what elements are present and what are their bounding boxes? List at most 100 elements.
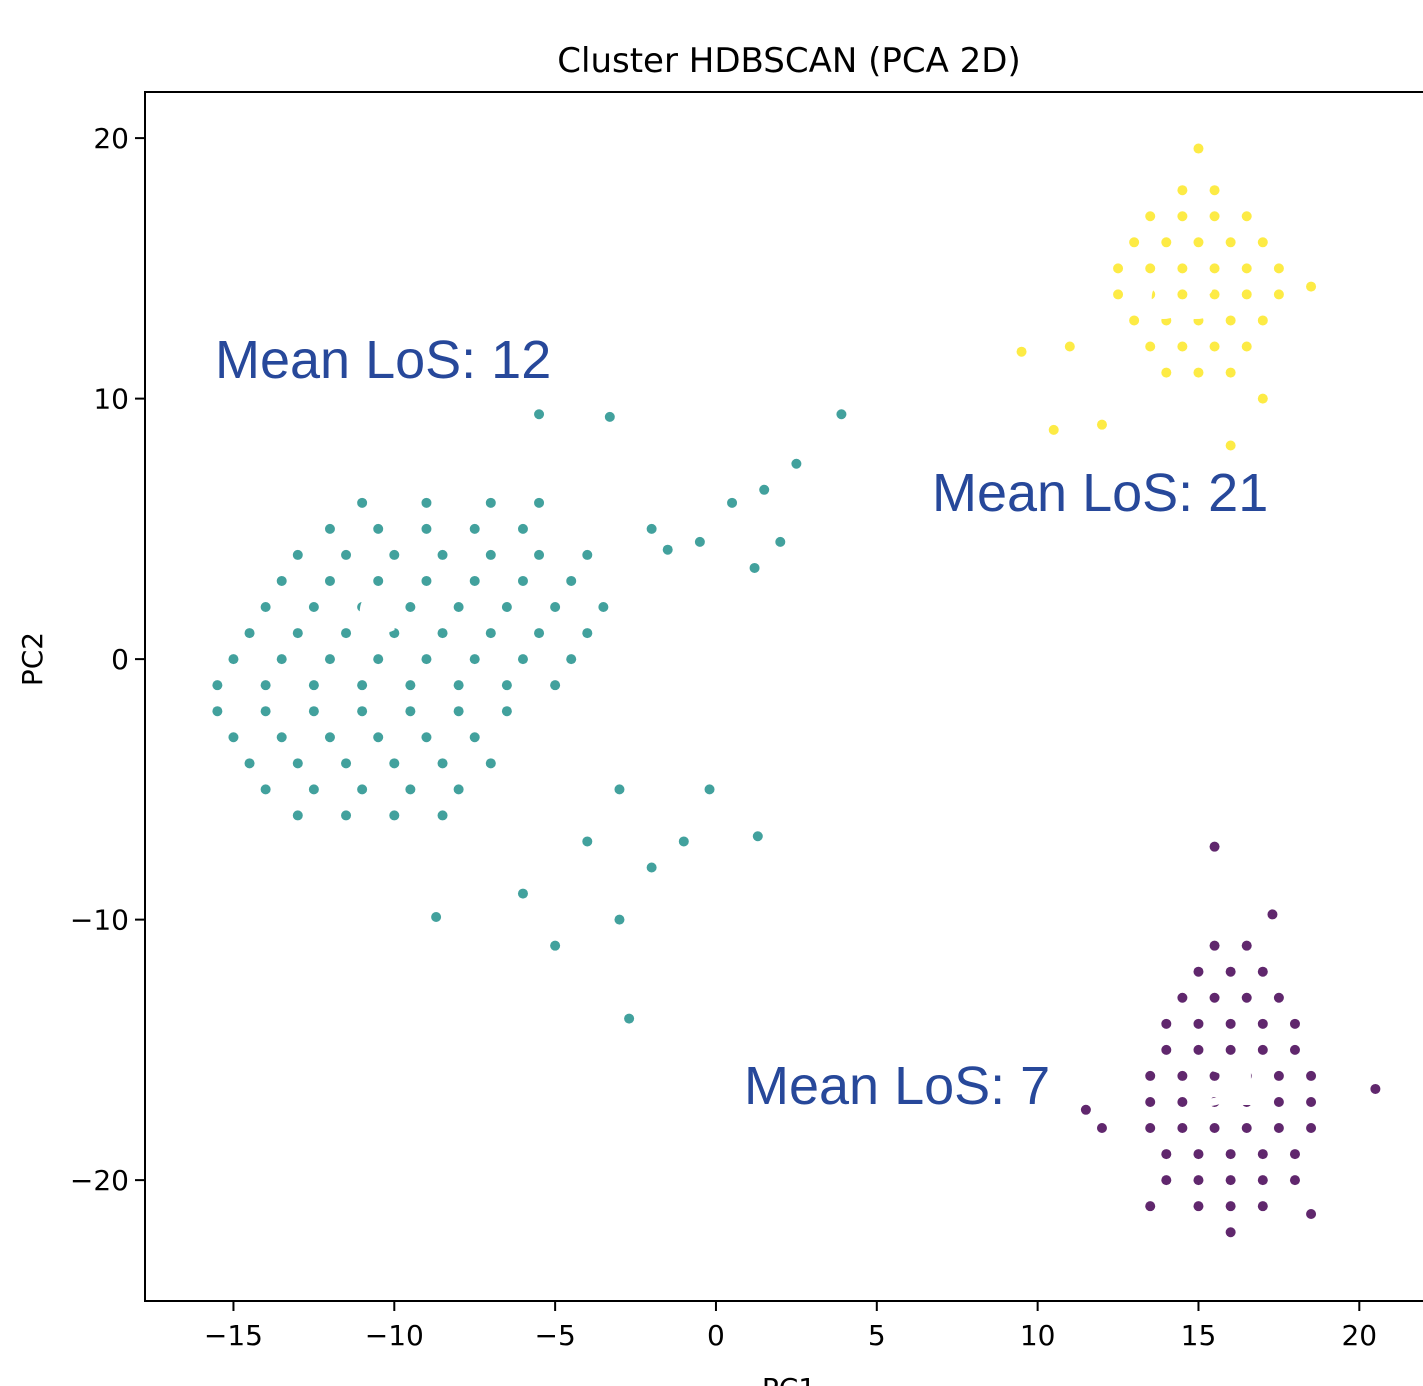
x-tick-label: 10 (1020, 1319, 1056, 1352)
point (276, 575, 287, 586)
point (1177, 289, 1188, 300)
point (389, 549, 400, 560)
point (791, 458, 802, 469)
point (1129, 237, 1140, 248)
point (260, 602, 271, 613)
point (1225, 1149, 1236, 1160)
point (437, 549, 448, 560)
point (1267, 909, 1278, 920)
cluster-label: C2 (357, 581, 437, 646)
point (292, 758, 303, 769)
point (485, 549, 496, 560)
point (1225, 1175, 1236, 1186)
point (662, 544, 673, 555)
point (582, 549, 593, 560)
point (1064, 341, 1075, 352)
x-tick-label: −15 (204, 1319, 263, 1352)
point (373, 523, 384, 534)
point (1113, 289, 1124, 300)
point (1225, 1227, 1236, 1238)
point (1161, 1018, 1172, 1029)
point (678, 836, 689, 847)
point (566, 575, 577, 586)
point (431, 912, 442, 923)
point (292, 810, 303, 821)
point (727, 497, 738, 508)
point (389, 628, 400, 639)
point (1177, 992, 1188, 1003)
annotation: Mean LoS: 7 (744, 1056, 1050, 1116)
point (1225, 1018, 1236, 1029)
point (1193, 315, 1204, 326)
point (341, 628, 352, 639)
point (260, 784, 271, 795)
point (582, 836, 593, 847)
point (1080, 1104, 1091, 1115)
cluster-label: C3 (1138, 267, 1218, 332)
annotation: Mean LoS: 21 (932, 463, 1268, 523)
point (1209, 211, 1220, 222)
point (1241, 992, 1252, 1003)
point (1209, 1096, 1220, 1107)
point (1257, 1018, 1268, 1029)
point (405, 680, 416, 691)
point (292, 549, 303, 560)
point (1145, 289, 1156, 300)
point (836, 409, 847, 420)
point (453, 706, 464, 717)
point (1177, 341, 1188, 352)
point (1225, 1201, 1236, 1212)
point (517, 888, 528, 899)
point (550, 680, 561, 691)
point (1289, 1018, 1300, 1029)
point (1225, 367, 1236, 378)
point (1193, 1018, 1204, 1029)
point (1257, 1149, 1268, 1160)
point (1161, 237, 1172, 248)
point (1370, 1083, 1381, 1094)
point (582, 628, 593, 639)
point (1209, 992, 1220, 1003)
point (469, 732, 480, 743)
point (1193, 367, 1204, 378)
point (1289, 1044, 1300, 1055)
point (598, 602, 609, 613)
point (1145, 263, 1156, 274)
point (752, 831, 763, 842)
point (550, 940, 561, 951)
point (1241, 1096, 1252, 1107)
point (260, 706, 271, 717)
point (357, 602, 368, 613)
point (373, 654, 384, 665)
point (453, 784, 464, 795)
point (517, 523, 528, 534)
point (1209, 185, 1220, 196)
point (485, 628, 496, 639)
point (421, 575, 432, 586)
point (308, 706, 319, 717)
point (614, 914, 625, 925)
point (1257, 393, 1268, 404)
x-tick-label: 20 (1341, 1319, 1377, 1352)
point (1193, 1044, 1204, 1055)
point (1225, 1044, 1236, 1055)
point (1241, 1070, 1252, 1081)
point (1209, 289, 1220, 300)
point (1161, 1044, 1172, 1055)
point (1257, 966, 1268, 977)
point (373, 732, 384, 743)
point (1209, 940, 1220, 951)
point (1145, 211, 1156, 222)
x-axis-label: PC1 (762, 1372, 816, 1386)
point (1306, 1208, 1317, 1219)
point (1289, 1175, 1300, 1186)
point (308, 602, 319, 613)
point (501, 706, 512, 717)
point (421, 732, 432, 743)
point (1225, 237, 1236, 248)
point (453, 602, 464, 613)
point (421, 654, 432, 665)
point (308, 784, 319, 795)
point (341, 549, 352, 560)
point (517, 654, 528, 665)
